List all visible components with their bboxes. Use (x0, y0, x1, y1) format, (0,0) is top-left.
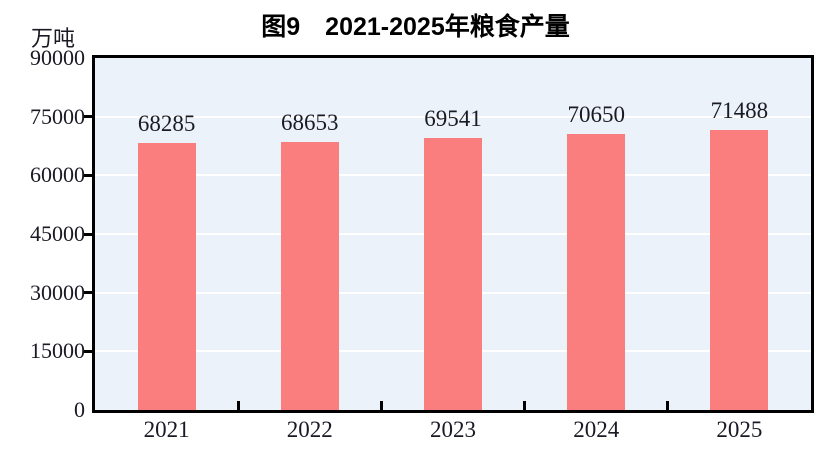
y-axis-tick (84, 115, 95, 119)
chart-title: 图9 2021-2025年粮食产量 (261, 13, 570, 41)
y-axis-label: 30000 (30, 279, 85, 305)
y-axis-label: 15000 (30, 338, 85, 364)
bar-value-label: 68285 (137, 110, 196, 136)
x-axis-label: 2024 (573, 417, 620, 442)
bar (424, 138, 482, 410)
gridline (95, 115, 811, 118)
x-axis-tick (523, 401, 527, 410)
x-axis-label: 2022 (286, 417, 333, 442)
y-axis-tick (84, 173, 95, 177)
y-axis-label: 75000 (30, 103, 85, 129)
y-axis-tick (84, 349, 95, 353)
bar (280, 141, 339, 410)
x-axis-label: 2025 (716, 417, 763, 442)
x-axis-tick (236, 401, 240, 410)
y-axis-label: 90000 (30, 45, 85, 70)
bar (710, 130, 769, 410)
bar (567, 133, 626, 410)
bar-value-label: 71488 (710, 98, 769, 124)
bar-value-label: 68653 (281, 109, 339, 135)
x-axis-label: 2021 (143, 417, 190, 442)
x-axis-label: 2023 (430, 417, 476, 442)
x-axis-tick (379, 401, 383, 410)
y-axis-label: 0 (74, 397, 85, 422)
x-axis-tick (666, 401, 670, 410)
bar (137, 142, 196, 410)
y-axis-unit-label: 万吨 (30, 26, 75, 51)
bar-value-label: 69541 (424, 106, 482, 132)
bar-value-label: 70650 (567, 101, 625, 127)
y-axis-label: 45000 (30, 221, 85, 246)
y-axis-tick (84, 291, 95, 295)
y-axis-tick (84, 232, 95, 236)
plot-area: 68285 68653 69541 70650 71488 (84, 55, 814, 413)
y-axis-label: 60000 (30, 162, 85, 188)
